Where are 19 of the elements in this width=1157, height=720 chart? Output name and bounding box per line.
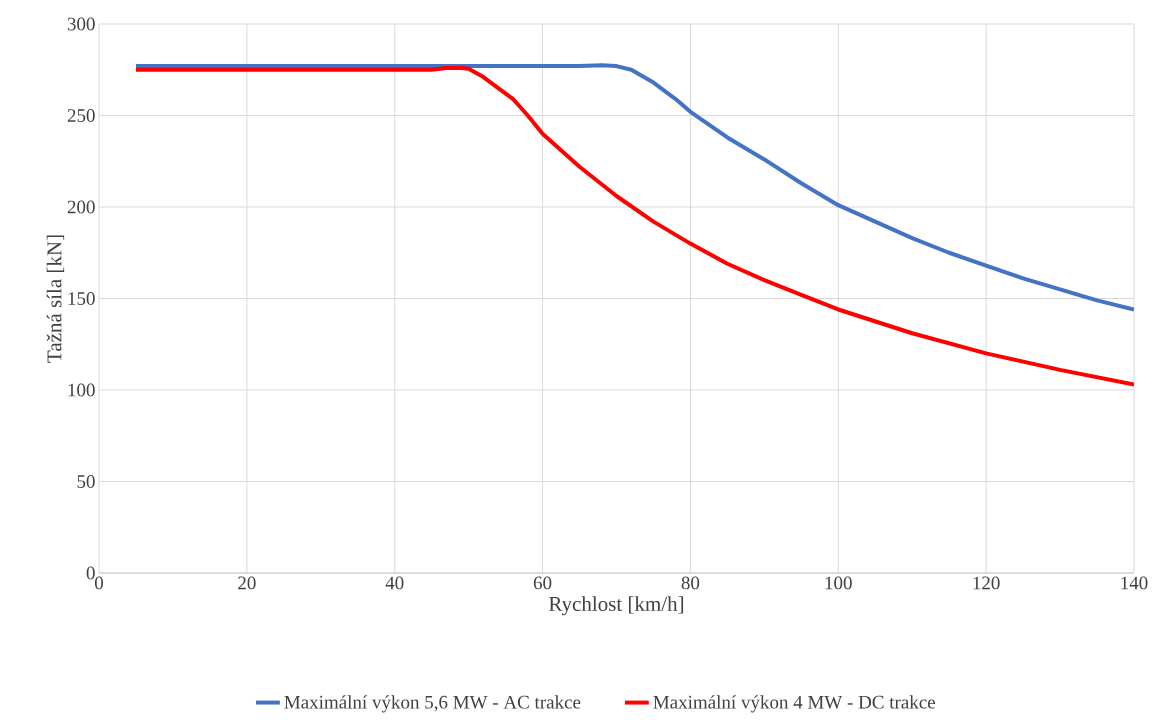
x-tick-label: 100 — [825, 576, 852, 590]
y-tick-label: 50 — [77, 475, 95, 488]
legend-label: Maximální výkon 5,6 MW - AC trakce — [284, 695, 581, 713]
y-tick-label: 200 — [67, 200, 95, 214]
y-axis-title: Tažná síla [kN] — [46, 235, 65, 363]
x-tick-label: 80 — [681, 576, 700, 590]
y-tick-label: 0 — [86, 566, 95, 580]
legend-label: Maximální výkon 4 MW - DC trakce — [653, 695, 935, 713]
x-tick-label: 0 — [94, 576, 104, 590]
x-tick-label: 120 — [973, 576, 1000, 590]
y-tick-label: 250 — [67, 109, 95, 122]
x-tick-label: 140 — [1121, 576, 1148, 590]
y-tick-label: 150 — [68, 292, 95, 305]
x-axis-title: Rychlost [km/h] — [548, 596, 684, 616]
y-tick-label: 100 — [68, 383, 95, 397]
x-tick-label: 20 — [238, 576, 256, 590]
x-tick-label: 60 — [533, 576, 552, 590]
y-tick-label: 300 — [67, 17, 95, 31]
x-tick-label: 40 — [385, 576, 404, 590]
